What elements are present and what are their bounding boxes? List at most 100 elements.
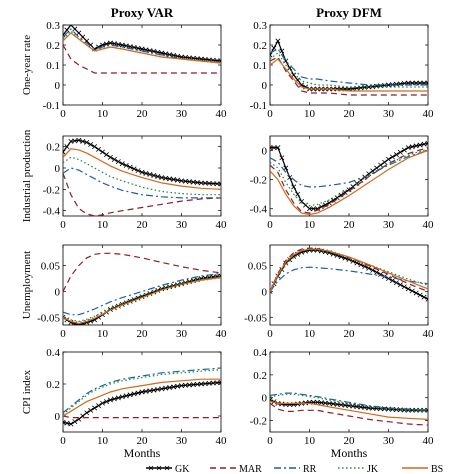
series-marker-gk — [88, 142, 94, 148]
series-marker-gk — [72, 419, 78, 425]
series-marker-gk — [68, 138, 74, 144]
series-group — [63, 137, 221, 216]
legend-label: MAR — [239, 464, 262, 474]
series-marker-gk — [206, 180, 212, 186]
x-tick-label: 20 — [344, 435, 356, 447]
series-marker-gk — [186, 179, 192, 185]
legend-item-mar: MAR — [210, 464, 262, 474]
series-line-rr — [63, 367, 221, 414]
y-tick-label: 0.2 — [253, 40, 267, 52]
y-tick-label: 0 — [55, 163, 61, 175]
series-marker-gk — [76, 30, 82, 36]
series-marker-gk — [397, 282, 403, 288]
x-tick-label: 10 — [97, 328, 109, 340]
x-tick-label: 0 — [60, 435, 66, 447]
series-marker-gk — [155, 386, 161, 392]
series-marker-gk — [393, 152, 399, 158]
series-marker-gk — [401, 147, 407, 153]
series-marker-gk — [123, 162, 129, 168]
series-marker-gk — [147, 48, 153, 54]
series-group — [270, 38, 428, 96]
x-tick-label: 0 — [267, 328, 273, 340]
series-marker-gk — [159, 175, 165, 181]
plot-frame — [62, 24, 222, 106]
series-marker-gk — [119, 42, 125, 48]
legend-item-bs: BS — [402, 464, 443, 474]
series-marker-gk — [100, 149, 105, 155]
series-marker-gk — [218, 379, 221, 385]
series-marker-gk — [299, 82, 305, 88]
series-marker-gk — [186, 382, 192, 388]
y-tick-label: -0.2 — [250, 175, 267, 187]
series-line-rr — [270, 266, 428, 292]
series-line-jk — [63, 369, 221, 415]
series-marker-gk — [76, 137, 82, 143]
series-marker-gk — [295, 191, 301, 197]
series-line-bs — [63, 276, 221, 325]
x-tick-label: 20 — [344, 328, 356, 340]
plot-frame — [269, 135, 429, 217]
series-marker-gk — [63, 149, 66, 155]
plot-frame — [62, 135, 222, 217]
y-tick-label: -0.1 — [250, 100, 267, 112]
series-line-bs — [270, 149, 428, 216]
series-marker-gk — [374, 269, 380, 275]
panel-1-2: -0.100.10.20.30 10 20 30 40 — [250, 20, 434, 120]
x-tick-label: 0 — [60, 328, 66, 340]
series-marker-gk — [397, 149, 403, 155]
series-marker-gk — [182, 178, 188, 184]
series-marker-gk — [103, 152, 109, 158]
series-group — [63, 367, 221, 427]
x-tick-label: 10 — [304, 435, 316, 447]
series-marker-gk — [139, 389, 145, 395]
column-title-proxy-dfm: Proxy DFM — [316, 5, 382, 20]
series-marker-gk — [366, 265, 372, 271]
series-marker-gk — [151, 172, 157, 178]
x-tick-label: 40 — [423, 328, 435, 340]
series-marker-gk — [151, 387, 157, 393]
x-tick-label: 0 — [267, 219, 273, 231]
series-marker-gk — [84, 410, 90, 416]
series-marker-gk — [198, 180, 204, 186]
y-tick-label: -0.2 — [43, 184, 60, 196]
x-tick-label: 0 — [60, 219, 66, 231]
panel-2-1: -0.4 -0.2 0 0.2 0 10 20 30 40 Industrial producti… — [21, 129, 227, 231]
y-tick-label: 0.05 — [248, 261, 268, 273]
series-line-bs — [63, 148, 221, 190]
series-marker-gk — [63, 32, 66, 38]
series-marker-gk — [279, 48, 285, 54]
x-tick-label: 20 — [137, 108, 149, 120]
x-tick-label: 0 — [60, 108, 66, 120]
series-marker-gk — [163, 385, 169, 391]
x-tick-label: 40 — [423, 108, 435, 120]
series-marker-gk — [155, 174, 161, 180]
y-tick-label: 0.2 — [253, 370, 267, 382]
series-marker-gk — [175, 383, 181, 389]
series-marker-gk — [96, 146, 102, 152]
series-marker-gk — [127, 392, 133, 398]
series-marker-gk — [270, 145, 273, 151]
series-marker-gk — [389, 154, 395, 160]
series-marker-gk — [107, 40, 113, 46]
series-marker-gk — [100, 400, 105, 406]
series-marker-gk — [275, 38, 281, 44]
legend-label: GK — [175, 464, 190, 474]
y-tick-label: 0.3 — [46, 20, 60, 32]
y-axis-label: One-year rate — [21, 35, 33, 95]
y-tick-label: 0 — [262, 393, 268, 405]
series-marker-gk — [303, 202, 309, 208]
series-marker-gk — [405, 286, 411, 292]
series-group — [270, 392, 428, 426]
series-line-jk — [270, 148, 428, 207]
x-tick-label: 10 — [304, 328, 316, 340]
legend-label: JK — [367, 464, 379, 474]
series-marker-gk — [202, 381, 208, 387]
series-line-bs — [270, 248, 428, 292]
legend-item-jk: JK — [338, 464, 379, 474]
y-tick-label: 0.3 — [253, 20, 267, 32]
series-marker-gk — [139, 46, 145, 52]
y-axis-label: CPI index — [21, 369, 33, 414]
x-tick-label: 20 — [344, 219, 356, 231]
series-marker-gk — [417, 142, 423, 148]
series-marker-gk — [64, 27, 70, 33]
